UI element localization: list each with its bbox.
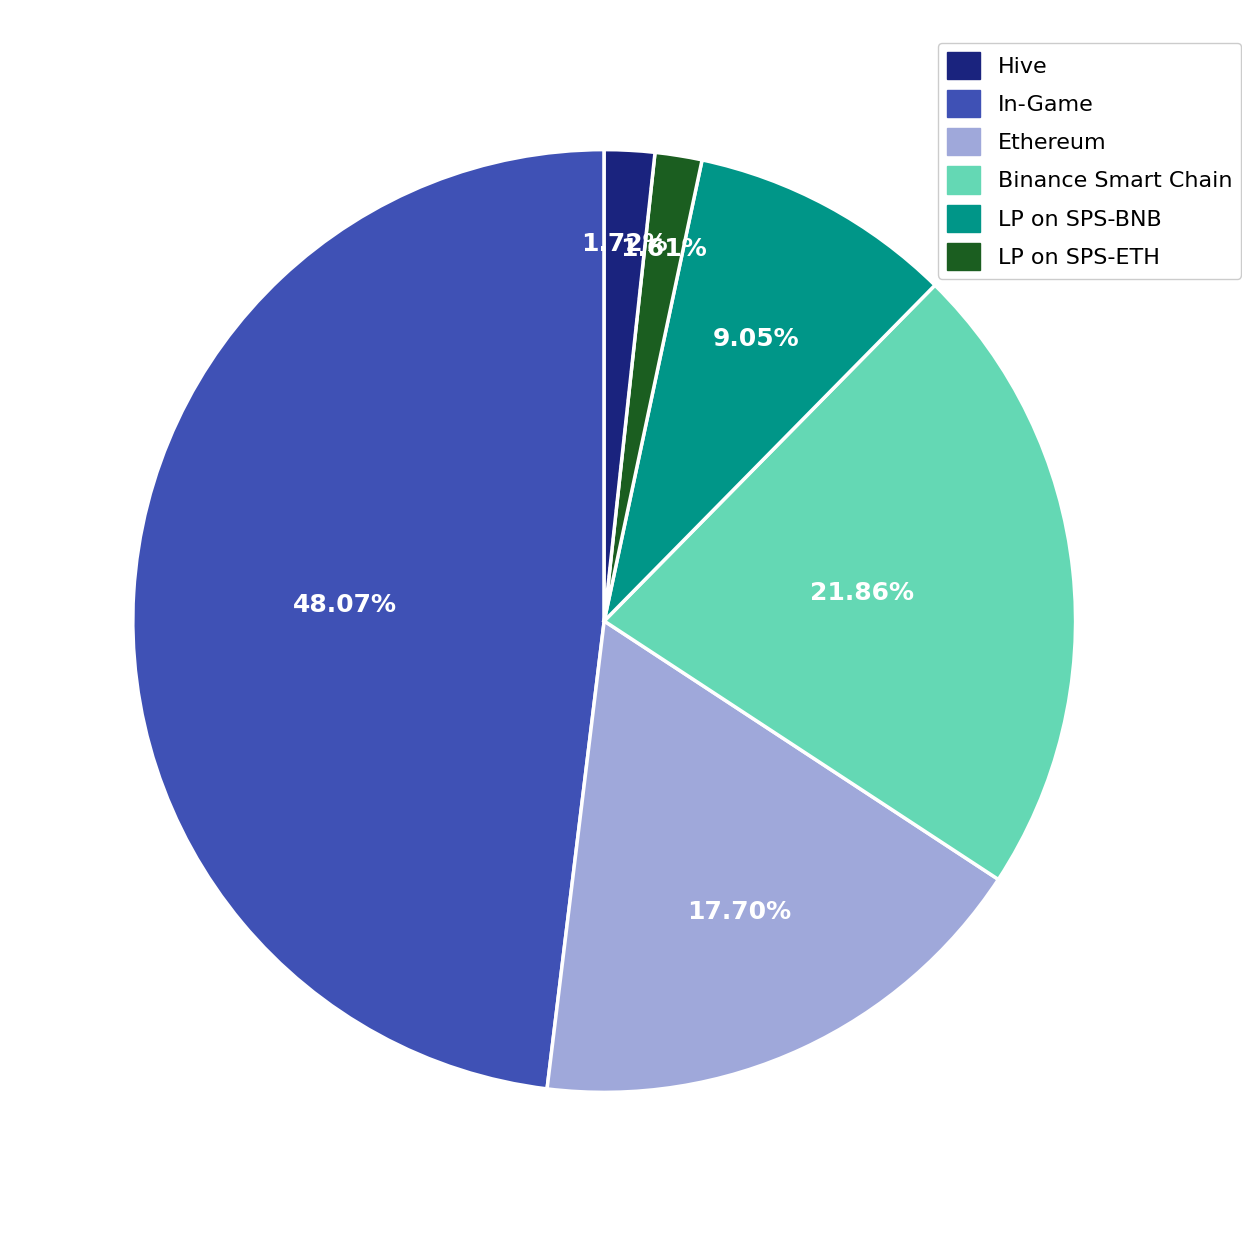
Text: 9.05%: 9.05% [713, 327, 800, 350]
Wedge shape [133, 149, 604, 1089]
Wedge shape [604, 160, 935, 621]
Wedge shape [604, 153, 702, 621]
Wedge shape [604, 286, 1076, 879]
Text: 21.86%: 21.86% [810, 581, 914, 606]
Text: 48.07%: 48.07% [293, 594, 397, 617]
Wedge shape [546, 621, 999, 1093]
Text: 1.72%: 1.72% [581, 232, 668, 256]
Wedge shape [604, 149, 655, 621]
Text: 1.61%: 1.61% [621, 237, 707, 261]
Text: 17.70%: 17.70% [687, 899, 791, 924]
Legend: Hive, In-Game, Ethereum, Binance Smart Chain, LP on SPS-BNB, LP on SPS-ETH: Hive, In-Game, Ethereum, Binance Smart C… [938, 43, 1241, 279]
